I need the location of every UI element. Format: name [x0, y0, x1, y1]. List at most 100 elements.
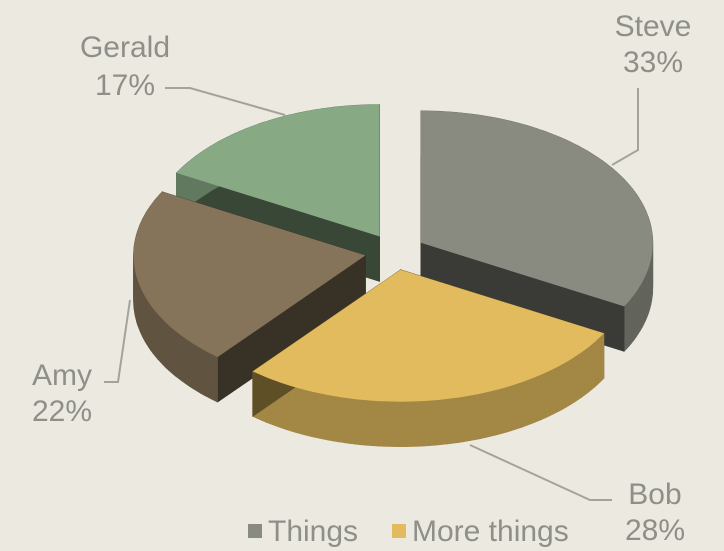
slice-side [213, 354, 218, 403]
slice-side [360, 399, 368, 446]
slice-side [322, 393, 329, 441]
slice-top [176, 104, 380, 237]
slice-side [200, 347, 206, 397]
slice-side [535, 374, 541, 423]
slice-side [311, 391, 318, 439]
slice-side [160, 316, 164, 366]
legend-label: Things [268, 515, 358, 548]
slice-side [581, 349, 586, 398]
data-label-name: Steve [615, 10, 692, 43]
slice-side [168, 324, 173, 374]
slice-side [479, 392, 486, 440]
slice-side [181, 335, 186, 385]
slice-side [490, 389, 497, 437]
slice-side [474, 393, 481, 441]
slice-side [372, 400, 379, 447]
slice-side [468, 394, 475, 442]
slice-side [148, 301, 151, 352]
slice-side [626, 299, 630, 350]
slice-side [506, 385, 512, 433]
slice-side [540, 372, 546, 421]
slice-side [412, 400, 419, 447]
slice-side [378, 400, 385, 447]
slice-side [178, 332, 183, 382]
slice-side [594, 338, 599, 388]
slice-side [441, 398, 448, 445]
slice-side [196, 345, 201, 394]
slice-side [338, 396, 345, 444]
slice-side [157, 313, 161, 363]
slice [252, 269, 605, 448]
slice-side [629, 296, 633, 347]
slice-side [435, 399, 442, 446]
slice-side [406, 401, 413, 447]
slice-side [573, 354, 579, 403]
slice-top [252, 269, 604, 402]
slice-side [344, 397, 351, 444]
slice-side [355, 398, 362, 446]
slice-side [553, 366, 559, 415]
leader-line [104, 299, 131, 383]
slice-side [395, 401, 402, 448]
slice-side [306, 389, 312, 437]
slice-side [192, 343, 198, 392]
data-label-name: Bob [628, 478, 681, 511]
slice-side [165, 321, 170, 372]
data-label-name: Amy [32, 359, 92, 392]
slice-side [570, 356, 575, 406]
slice-side [463, 395, 470, 443]
slice-side [452, 397, 459, 444]
slice-side [591, 341, 596, 391]
legend-swatch [248, 524, 262, 538]
slice-side [429, 399, 436, 446]
slice-side [171, 327, 176, 377]
slice-side [174, 330, 179, 380]
data-label-value: 28% [625, 514, 685, 547]
slice-side [634, 290, 637, 341]
slice-side [549, 368, 555, 417]
slice-side [501, 386, 507, 434]
slice-side [295, 387, 302, 435]
slice-top [133, 191, 366, 358]
slice-side [327, 394, 334, 442]
data-label-value: 22% [32, 395, 92, 428]
legend-swatch [392, 524, 406, 538]
slice-side [600, 332, 605, 382]
data-label-name: Gerald [80, 31, 170, 64]
slice-side [154, 310, 158, 360]
leader-line [165, 87, 286, 116]
slice-side [530, 376, 537, 425]
slice-side [389, 401, 396, 447]
slice-side [521, 380, 527, 428]
slice-side [557, 363, 563, 413]
data-label-value: 17% [95, 69, 155, 102]
slice-top [420, 110, 653, 307]
slice-side [332, 395, 340, 443]
slice-side [526, 378, 532, 427]
slice-side [623, 302, 628, 353]
slice-side [511, 383, 517, 432]
slice-side [495, 388, 502, 436]
slice-side [485, 390, 492, 438]
leader-line [611, 88, 639, 166]
slice-side [162, 318, 167, 369]
slice-side [446, 397, 453, 445]
leader-line [469, 444, 612, 501]
slice-side [150, 304, 154, 355]
slice-side [204, 350, 210, 399]
slice-side [366, 399, 373, 447]
slice-side [418, 400, 425, 447]
slice-side [631, 293, 635, 344]
slice-side [588, 343, 593, 393]
slice-side [300, 388, 307, 436]
data-label-value: 33% [623, 46, 683, 79]
slice-side [208, 352, 214, 401]
slice-side [152, 307, 156, 357]
slice-side [188, 340, 194, 390]
slice-side [185, 338, 190, 387]
slice-side [566, 359, 571, 408]
legend-label: More things [412, 515, 569, 548]
slice-side [349, 398, 356, 445]
slice-side [584, 346, 589, 396]
slice [133, 191, 366, 403]
